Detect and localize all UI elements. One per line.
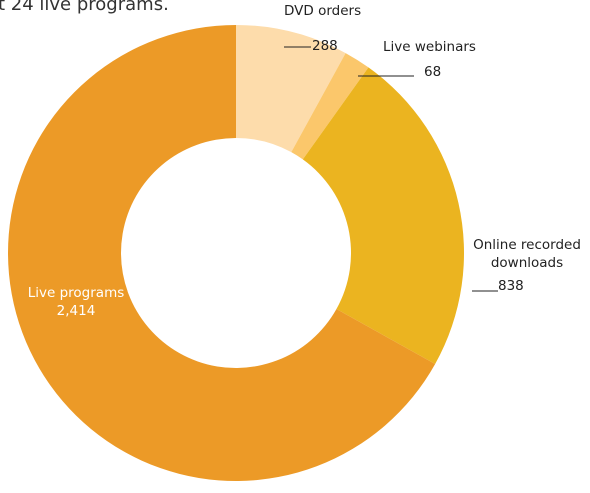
value-label: 838 — [498, 278, 524, 294]
donut-segment — [291, 53, 369, 160]
value-label: 288 — [312, 38, 338, 54]
donut-segment — [236, 25, 346, 153]
value-label: 68 — [424, 64, 442, 80]
category-label: Online recorded downloads — [473, 237, 581, 271]
category-label: Live webinars — [383, 39, 476, 55]
segment-label: Live programs 2,414 — [14, 284, 138, 320]
category-label: Live programs — [27, 285, 125, 301]
donut-segment — [302, 67, 464, 365]
value-label: 2,414 — [56, 303, 96, 319]
category-label: DVD orders — [284, 3, 362, 19]
donut-segment — [8, 24, 436, 481]
title: t 24 live programs. — [0, 0, 169, 15]
